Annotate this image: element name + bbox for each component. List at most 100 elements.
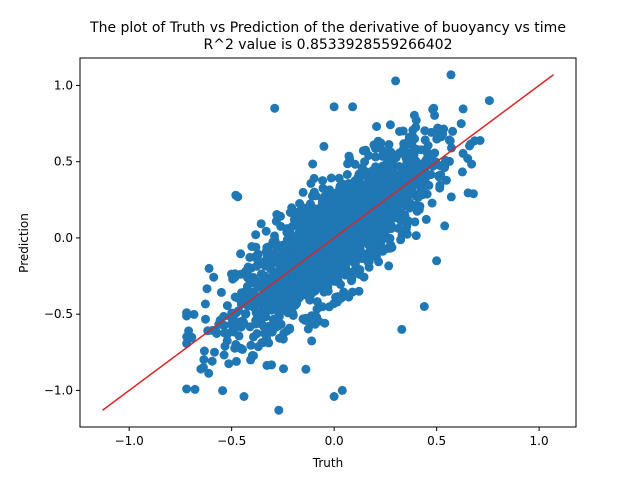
scatter-point	[298, 187, 308, 197]
scatter-point	[350, 159, 360, 169]
scatter-point	[245, 252, 255, 262]
scatter-point	[318, 176, 328, 186]
scatter-point	[239, 392, 249, 401]
scatter-point	[336, 280, 345, 289]
scatter-point	[355, 270, 365, 279]
plot-area	[102, 70, 554, 415]
scatter-point	[339, 208, 349, 218]
scatter-point	[276, 221, 286, 231]
scatter-point	[336, 292, 345, 302]
scatter-point	[239, 317, 249, 327]
scatter-point	[219, 350, 229, 360]
scatter-point	[393, 210, 403, 220]
scatter-point	[340, 246, 349, 256]
scatter-point	[421, 214, 431, 224]
scatter-point	[344, 292, 354, 302]
scatter-point	[416, 178, 426, 188]
scatter-point	[395, 127, 404, 136]
scatter-point	[426, 170, 436, 180]
scatter-point	[182, 308, 192, 318]
y-axis-label: Prediction	[17, 213, 31, 273]
scatter-point	[242, 266, 252, 276]
scatter-point	[307, 336, 317, 346]
scatter-point	[279, 364, 288, 374]
scatter-point	[348, 229, 358, 239]
scatter-point	[335, 181, 345, 191]
scatter-point	[326, 173, 336, 183]
scatter-point	[375, 166, 385, 176]
scatter-point	[432, 256, 442, 266]
scatter-point	[371, 152, 381, 162]
scatter-point	[243, 273, 253, 283]
scatter-point	[301, 364, 311, 374]
scatter-point	[252, 254, 262, 264]
scatter-point	[391, 76, 401, 86]
scatter-point	[343, 239, 352, 249]
x-axis-label: Truth	[312, 456, 343, 470]
scatter-point	[306, 290, 315, 300]
scatter-point	[411, 231, 421, 241]
scatter-point	[329, 227, 339, 237]
scatter-point	[199, 346, 209, 356]
scatter-point	[458, 148, 468, 158]
scatter-point	[357, 254, 367, 264]
scatter-point	[424, 180, 434, 190]
scatter-point	[323, 272, 333, 282]
scatter-point	[304, 317, 314, 327]
scatter-point	[285, 323, 295, 333]
scatter-point	[458, 104, 468, 114]
scatter-point	[360, 226, 370, 236]
scatter-point	[230, 343, 240, 353]
scatter-point	[261, 247, 271, 256]
scatter-point	[410, 217, 420, 227]
x-axis-ticks: −1.0 −0.5 0.0 0.5 1.0	[115, 427, 549, 448]
scatter-point	[435, 161, 445, 170]
scatter-point	[329, 299, 339, 309]
scatter-point	[278, 241, 288, 251]
scatter-point	[484, 96, 494, 106]
scatter-point	[237, 292, 247, 302]
scatter-point	[199, 355, 209, 365]
scatter-point	[189, 309, 199, 319]
scatter-point	[441, 175, 451, 185]
scatter-point	[435, 183, 445, 193]
scatter-point	[380, 173, 390, 183]
scatter-point	[409, 148, 419, 157]
scatter-point	[364, 151, 374, 160]
scatter-point	[323, 286, 333, 296]
scatter-point	[182, 338, 192, 348]
scatter-point	[306, 178, 316, 188]
scatter-point	[440, 221, 450, 231]
scatter-point	[334, 195, 344, 205]
x-tick-label: 1.0	[530, 434, 549, 448]
scatter-point	[290, 251, 300, 261]
scatter-point	[400, 173, 410, 183]
scatter-point	[447, 143, 456, 153]
scatter-point	[218, 386, 228, 396]
scatter-point	[317, 214, 327, 224]
scatter-point	[252, 261, 261, 271]
scatter-point	[201, 314, 210, 324]
scatter-point	[261, 226, 271, 236]
scatter-point	[352, 236, 362, 246]
scatter-point	[230, 272, 240, 282]
scatter-point	[422, 148, 432, 158]
scatter-point	[393, 223, 403, 233]
scatter-point	[371, 220, 381, 230]
scatter-point	[305, 202, 315, 212]
scatter-point	[411, 156, 421, 166]
scatter-point	[291, 281, 301, 291]
scatter-point	[210, 347, 219, 357]
scatter-point	[409, 110, 419, 120]
scatter-point	[377, 232, 387, 241]
scatter-point	[374, 180, 384, 190]
scatter-point	[260, 256, 270, 266]
scatter-point	[305, 257, 314, 267]
scatter-point	[332, 245, 342, 255]
x-tick-label: −0.5	[217, 434, 246, 448]
scatter-point	[216, 287, 226, 297]
scatter-point	[204, 263, 214, 273]
scatter-point	[312, 304, 322, 314]
x-tick-label: 0.0	[325, 434, 344, 448]
scatter-point	[363, 218, 373, 228]
